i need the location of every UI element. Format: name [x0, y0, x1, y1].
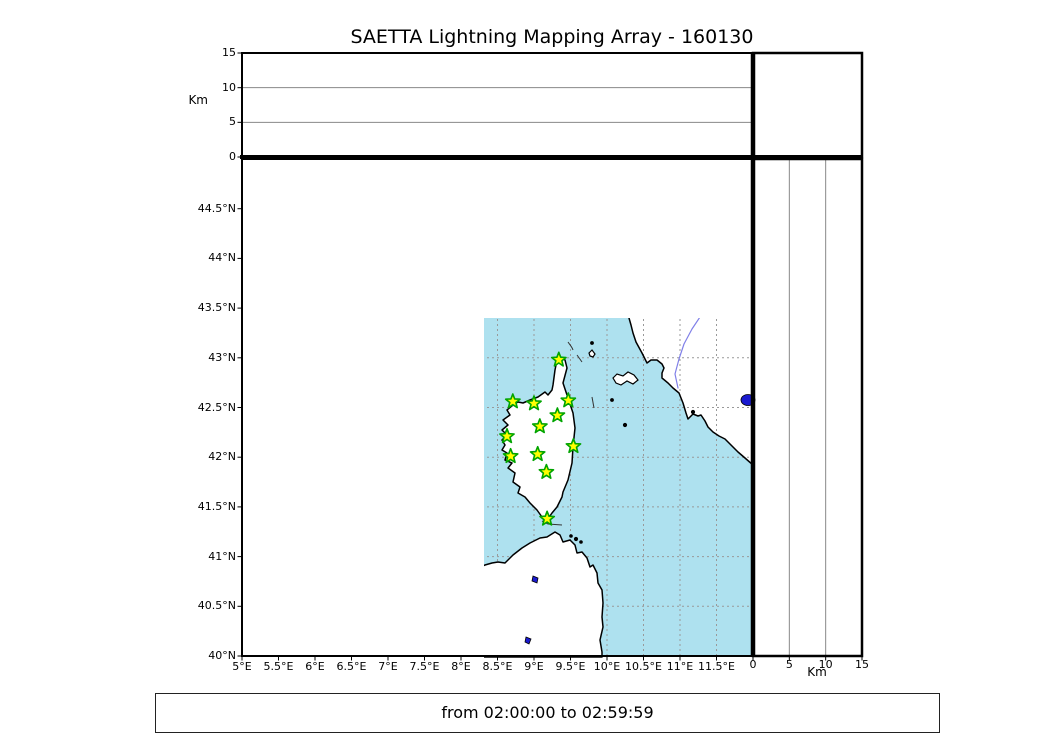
- stations-layer: [499, 351, 582, 526]
- map-panel: [367, 162, 756, 658]
- lon-tick-label: 5.5°E: [263, 660, 294, 673]
- station-marker: [504, 393, 521, 409]
- lat-tick-label: 41°N: [208, 549, 236, 563]
- station-marker: [560, 392, 577, 408]
- lon-tick-label: 6°E: [305, 660, 325, 673]
- station-marker: [538, 463, 555, 480]
- lat-tick-label: 44.5°N: [197, 201, 236, 215]
- lon-tick-label: 8.5°E: [482, 660, 513, 673]
- sardinia-island: [484, 531, 604, 658]
- alt-tick-label: 5: [229, 115, 236, 129]
- lat-tick-label: 41.5°N: [197, 499, 236, 513]
- alt-distance-tick-label: 0: [749, 658, 757, 671]
- lon-tick-label: 8°E: [451, 660, 471, 673]
- altitude-axis-unit-label: Km: [188, 93, 208, 107]
- lat-tick-label: 43.5°N: [197, 301, 236, 315]
- alt-tick-label: 10: [222, 80, 236, 94]
- corsica-island: [501, 354, 576, 521]
- islands-layer: [569, 341, 696, 544]
- admin-borders: [367, 162, 493, 279]
- station-marker: [549, 407, 566, 423]
- mainland-coastline: [628, 318, 754, 466]
- panel-gridlines: [242, 87, 827, 656]
- lon-tick-label: 11.5°E: [698, 660, 735, 673]
- lon-tick-label: 7°E: [378, 660, 398, 673]
- lon-tick-label: 7.5°E: [409, 660, 440, 673]
- altitude-longitude-panel: [241, 52, 754, 158]
- time-range-box: from 02:00:00 to 02:59:59: [155, 693, 940, 733]
- station-marker: [531, 418, 548, 434]
- alt-tick-label: 15: [222, 46, 236, 59]
- alt-tick-label: 0: [229, 150, 236, 163]
- lat-tick-label: 44°N: [208, 251, 236, 265]
- lat-tick-label: 43°N: [208, 350, 236, 364]
- lat-tick-label: 42°N: [208, 450, 236, 464]
- mainland-fill: [629, 318, 753, 465]
- lat-tick-label: 42.5°N: [197, 400, 236, 414]
- station-marker: [526, 395, 542, 411]
- alt-distance-tick-label: 5: [785, 658, 793, 671]
- lon-tick-label: 5°E: [232, 660, 252, 673]
- lon-tick-label: 11°E: [666, 660, 694, 673]
- station-marker: [499, 427, 515, 444]
- lon-tick-label: 10.5°E: [625, 660, 662, 673]
- station-marker: [502, 447, 519, 464]
- station-marker: [565, 437, 582, 454]
- lon-tick-label: 9.5°E: [555, 660, 586, 673]
- station-marker: [529, 445, 546, 462]
- lon-tick-label: 10°E: [593, 660, 621, 673]
- corner-panel: [751, 51, 864, 159]
- panel-frames: [240, 51, 864, 658]
- lat-tick-label: 40.5°N: [197, 599, 236, 613]
- distance-axis-unit-label: Km: [807, 665, 827, 679]
- lon-tick-label: 6.5°E: [336, 660, 367, 673]
- alt-distance-tick-label: 10: [818, 658, 833, 671]
- time-range-text: from 02:00:00 to 02:59:59: [441, 703, 654, 722]
- station-marker: [539, 510, 556, 526]
- plot-title: SAETTA Lightning Mapping Array - 160130: [350, 26, 754, 48]
- station-marker: [550, 351, 567, 367]
- alt-distance-tick-label: 15: [855, 658, 869, 671]
- lat-tick-label: 40°N: [208, 649, 236, 662]
- lon-tick-label: 9°E: [524, 660, 544, 673]
- altitude-latitude-panel: [751, 157, 864, 658]
